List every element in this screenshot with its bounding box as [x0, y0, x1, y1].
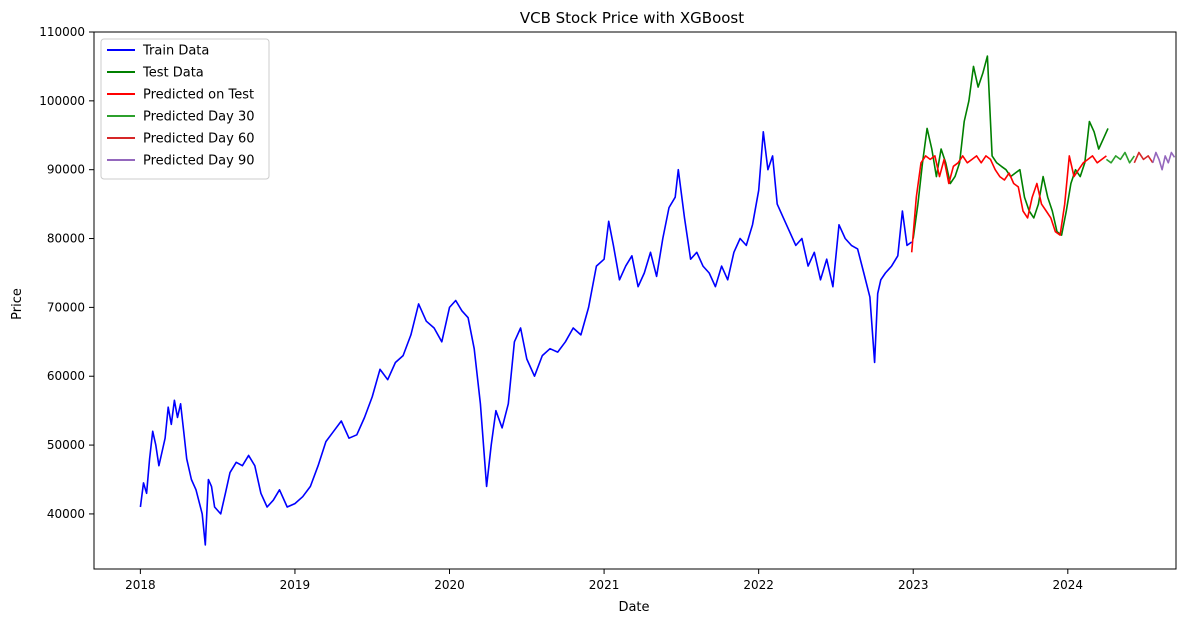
- y-axis-label: Price: [10, 288, 25, 320]
- x-tick-label: 2021: [589, 578, 620, 592]
- y-tick-label: 90000: [47, 163, 85, 177]
- axis-ticks: 2018 2019 2020 2021 2022 2023 2024 40000 50000 60…: [39, 25, 1083, 592]
- legend-label: Predicted Day 30: [143, 110, 255, 125]
- series-line-train-data: [139, 131, 913, 546]
- y-tick-label: 40000: [47, 507, 85, 521]
- series-line-predicted-on-test: [910, 155, 1107, 253]
- y-tick-label: 70000: [47, 300, 85, 314]
- x-tick-label: 2020: [434, 578, 465, 592]
- legend-label: Test Data: [142, 66, 204, 81]
- y-tick-label: 100000: [39, 94, 85, 108]
- y-tick-label: 60000: [47, 369, 85, 383]
- y-tick-label: 80000: [47, 232, 85, 246]
- chart-title: VCB Stock Price with XGBoost: [520, 9, 744, 27]
- legend-box: [100, 38, 270, 180]
- series-line-predicted-day-90: [1152, 151, 1176, 171]
- legend-label: Predicted Day 60: [143, 132, 255, 147]
- legend-label: Predicted Day 90: [143, 154, 255, 169]
- legend-label: Train Data: [142, 44, 209, 59]
- x-tick-label: 2018: [125, 578, 156, 592]
- x-axis-label: Date: [618, 600, 649, 615]
- legend: Train Data Test Data Predicted on Test Pred…: [100, 38, 270, 180]
- legend-label: Predicted on Test: [143, 88, 254, 103]
- y-tick-label: 50000: [47, 438, 85, 452]
- y-tick-label: 110000: [39, 25, 85, 39]
- series-line-test-data: [912, 55, 1109, 239]
- x-tick-label: 2024: [1053, 578, 1084, 592]
- x-tick-label: 2019: [280, 578, 311, 592]
- plot-frame: [93, 31, 1177, 570]
- series-line-predicted-day-60: [1133, 151, 1154, 164]
- series-line-predicted-day-30: [1105, 151, 1135, 164]
- x-tick-label: 2023: [898, 578, 929, 592]
- x-tick-label: 2022: [743, 578, 774, 592]
- series-lines: [139, 55, 1176, 546]
